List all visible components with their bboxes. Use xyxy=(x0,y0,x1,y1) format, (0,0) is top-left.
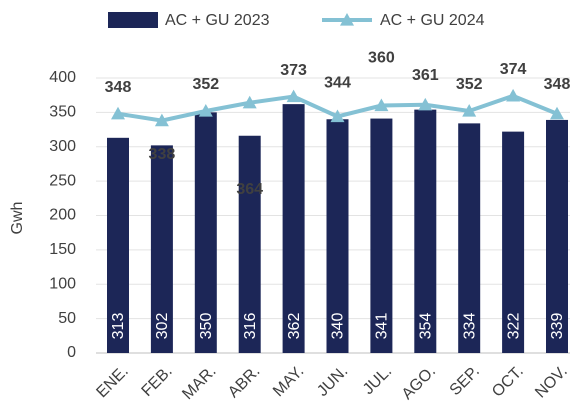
bar xyxy=(238,135,261,353)
x-tick-label: MAY. xyxy=(270,363,307,400)
x-tick-label: ABR. xyxy=(225,363,263,401)
legend-swatch xyxy=(108,12,158,28)
x-tick-label: JUN. xyxy=(314,363,351,400)
y-axis-label: Gwh xyxy=(9,202,26,235)
x-tick-label: SEP. xyxy=(447,363,483,399)
line-value-label: 352 xyxy=(456,76,483,93)
line-value-label: 338 xyxy=(149,146,176,163)
bar-value-label: 354 xyxy=(418,313,435,340)
x-tick-label: OCT. xyxy=(489,363,527,401)
x-tick-label: NOV. xyxy=(532,363,571,402)
line-marker xyxy=(154,113,169,127)
y-tick-label: 200 xyxy=(49,207,76,224)
bar xyxy=(414,109,437,353)
y-tick-label: 300 xyxy=(49,138,76,155)
y-tick-label: 100 xyxy=(49,275,76,292)
line-marker xyxy=(550,106,564,120)
bar-value-label: 340 xyxy=(330,313,347,340)
line-value-label: 364 xyxy=(236,181,263,198)
line-value-label: 344 xyxy=(324,75,351,92)
y-tick-label: 400 xyxy=(49,69,76,86)
x-tick-label: MAR. xyxy=(179,363,219,403)
line-value-label: 348 xyxy=(105,79,132,96)
x-tick-label: AGO. xyxy=(399,363,439,403)
line-marker xyxy=(286,89,301,103)
line-marker xyxy=(198,104,213,117)
bar xyxy=(150,145,173,353)
line-marker xyxy=(506,88,521,102)
bar xyxy=(107,137,129,353)
bar-value-label: 341 xyxy=(374,313,391,340)
bar-value-label: 339 xyxy=(549,313,566,340)
y-tick-label: 150 xyxy=(49,241,76,258)
bar-value-label: 313 xyxy=(110,313,127,340)
line-value-label: 360 xyxy=(368,50,395,67)
bar xyxy=(194,112,217,353)
legend-label: AC + GU 2023 xyxy=(165,12,270,29)
line-value-label: 348 xyxy=(544,76,571,93)
x-tick-label: FEB. xyxy=(139,363,176,400)
bar-value-label: 362 xyxy=(286,313,303,340)
line-marker xyxy=(242,95,257,109)
line-marker xyxy=(111,106,125,120)
x-tick-label: JUL. xyxy=(360,363,395,398)
line-value-label: 361 xyxy=(412,67,439,84)
bar-value-label: 334 xyxy=(461,313,478,340)
y-tick-label: 0 xyxy=(67,344,76,361)
bar xyxy=(370,118,393,353)
line-marker xyxy=(462,104,477,117)
legend-marker xyxy=(340,13,354,26)
line-value-label: 352 xyxy=(192,76,219,93)
bar xyxy=(546,119,568,353)
line-marker xyxy=(330,109,345,123)
y-tick-label: 50 xyxy=(58,310,76,327)
bar-value-label: 316 xyxy=(242,313,259,340)
x-tick-label: ENE. xyxy=(93,363,131,401)
line-value-label: 373 xyxy=(280,62,307,79)
bar-value-label: 322 xyxy=(505,313,522,340)
bar xyxy=(282,104,305,353)
bar-value-label: 350 xyxy=(198,313,215,340)
bar xyxy=(326,119,349,353)
line-marker xyxy=(418,97,433,111)
legend-label: AC + GU 2024 xyxy=(380,12,485,29)
bar xyxy=(458,123,481,353)
bar-value-label: 302 xyxy=(154,313,171,340)
line-marker xyxy=(374,98,389,112)
y-tick-label: 250 xyxy=(49,172,76,189)
bar xyxy=(502,131,525,353)
y-tick-label: 350 xyxy=(49,104,76,121)
line-value-label: 374 xyxy=(500,61,527,78)
